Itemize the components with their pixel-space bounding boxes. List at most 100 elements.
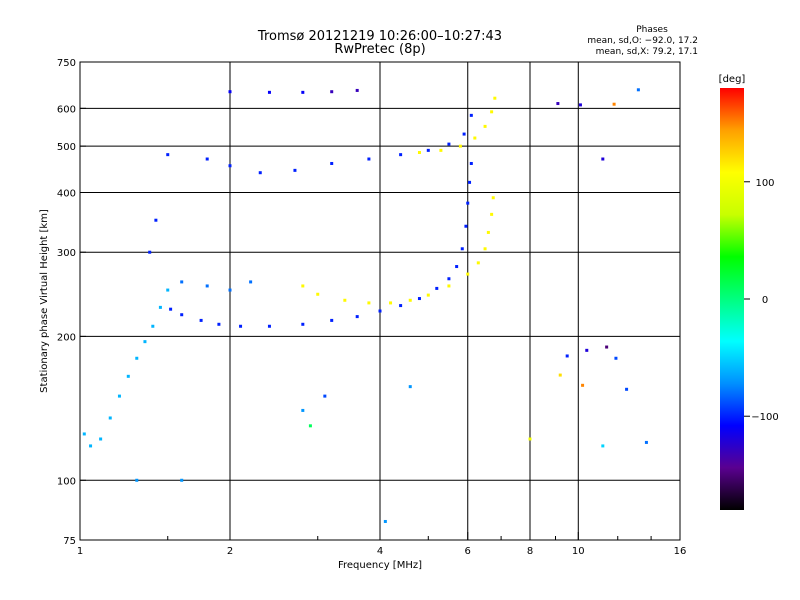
- data-point: [205, 284, 209, 288]
- chart-title: Tromsø 20121219 10:26:00–10:27:43: [257, 29, 502, 44]
- data-point: [612, 102, 616, 106]
- x-axis-label: Frequency [MHz]: [338, 560, 422, 571]
- chart-subtitle: RwPretec (8p): [334, 42, 425, 57]
- data-point: [148, 250, 152, 254]
- data-point: [82, 432, 86, 436]
- data-point: [483, 247, 487, 251]
- x-axis-ticks: 1 2 4 6 8 10 16: [77, 532, 687, 557]
- data-point: [483, 124, 487, 128]
- data-point: [636, 88, 640, 92]
- y-tick-label: 100: [57, 476, 76, 487]
- data-point: [399, 153, 403, 157]
- data-point: [585, 348, 589, 352]
- data-point: [330, 90, 334, 94]
- x-tick-label: 1: [77, 546, 83, 557]
- data-point: [308, 424, 312, 428]
- colorbar-ticks: 100 0 −100: [744, 178, 779, 423]
- data-point: [151, 324, 155, 328]
- data-point: [293, 168, 297, 172]
- data-point: [435, 286, 439, 290]
- data-point: [528, 437, 532, 441]
- data-point: [455, 265, 459, 269]
- data-point: [267, 90, 271, 94]
- colorbar-tick-label: 100: [755, 178, 774, 189]
- grid-lines: [80, 62, 680, 540]
- stats-heading: Phases: [636, 25, 668, 35]
- data-point: [355, 315, 359, 319]
- y-axis-ticks: 75 100 200 300 400 500 600 750: [57, 58, 86, 547]
- data-point: [490, 212, 494, 216]
- data-point: [258, 171, 262, 175]
- y-axis-label: Stationary phase Virtual Height [km]: [39, 209, 50, 393]
- data-point: [89, 444, 93, 448]
- data-point: [614, 356, 618, 360]
- data-point: [601, 157, 605, 161]
- data-point: [169, 307, 173, 311]
- data-point: [439, 148, 443, 152]
- data-point: [217, 322, 221, 326]
- data-point: [108, 416, 112, 420]
- data-point: [367, 301, 371, 305]
- data-point: [466, 272, 470, 276]
- data-point: [389, 301, 393, 305]
- data-point: [399, 304, 403, 308]
- data-point: [558, 373, 562, 377]
- data-point: [330, 161, 334, 165]
- data-point: [239, 324, 243, 328]
- data-point: [367, 157, 371, 161]
- x-tick-label: 8: [527, 546, 533, 557]
- data-point: [458, 144, 462, 148]
- y-tick-label: 200: [57, 332, 76, 343]
- data-point: [180, 313, 184, 317]
- data-point: [301, 322, 305, 326]
- data-point: [466, 201, 470, 205]
- data-point: [301, 90, 305, 94]
- data-point: [228, 90, 232, 94]
- data-point: [135, 356, 139, 360]
- data-point: [447, 284, 451, 288]
- data-point: [625, 387, 629, 391]
- x-tick-label: 16: [674, 546, 687, 557]
- data-point: [330, 318, 334, 322]
- y-tick-label: 300: [57, 248, 76, 259]
- data-point: [249, 280, 253, 284]
- y-tick-label: 600: [57, 104, 76, 115]
- data-point: [126, 374, 130, 378]
- data-point: [355, 88, 359, 92]
- y-tick-label: 750: [57, 58, 76, 69]
- data-points: [82, 88, 648, 523]
- data-point: [143, 340, 147, 344]
- colorbar-tick-label: 0: [762, 295, 768, 306]
- data-point: [301, 408, 305, 412]
- x-tick-label: 6: [465, 546, 471, 557]
- data-point: [228, 164, 232, 168]
- data-point: [323, 394, 327, 398]
- data-point: [199, 318, 203, 322]
- data-point: [158, 305, 162, 309]
- data-point: [464, 224, 468, 228]
- y-tick-label: 500: [57, 142, 76, 153]
- data-point: [578, 103, 582, 107]
- data-point: [426, 148, 430, 152]
- data-point: [490, 110, 494, 114]
- data-point: [491, 196, 495, 200]
- data-point: [556, 102, 560, 106]
- data-point: [644, 440, 648, 444]
- data-point: [205, 157, 209, 161]
- data-point: [99, 437, 103, 441]
- data-point: [447, 277, 451, 281]
- data-point: [493, 96, 497, 100]
- data-point: [605, 345, 609, 349]
- data-point: [135, 478, 139, 482]
- data-point: [469, 113, 473, 117]
- data-point: [417, 297, 421, 301]
- data-point: [228, 288, 232, 292]
- data-point: [426, 293, 430, 297]
- data-point: [117, 394, 121, 398]
- data-point: [408, 385, 412, 389]
- data-point: [378, 309, 382, 313]
- colorbar: [720, 88, 744, 510]
- data-point: [166, 288, 170, 292]
- data-point: [301, 284, 305, 288]
